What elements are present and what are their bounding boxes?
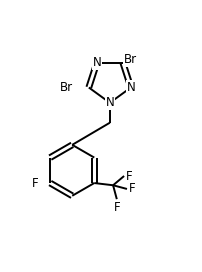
Text: Br: Br (60, 81, 73, 94)
Text: F: F (31, 177, 38, 190)
Text: F: F (129, 183, 136, 196)
Text: N: N (126, 81, 135, 94)
Text: F: F (114, 201, 120, 214)
Text: Br: Br (124, 53, 137, 66)
Text: F: F (126, 169, 133, 183)
Text: N: N (93, 56, 101, 69)
Text: N: N (105, 96, 114, 109)
